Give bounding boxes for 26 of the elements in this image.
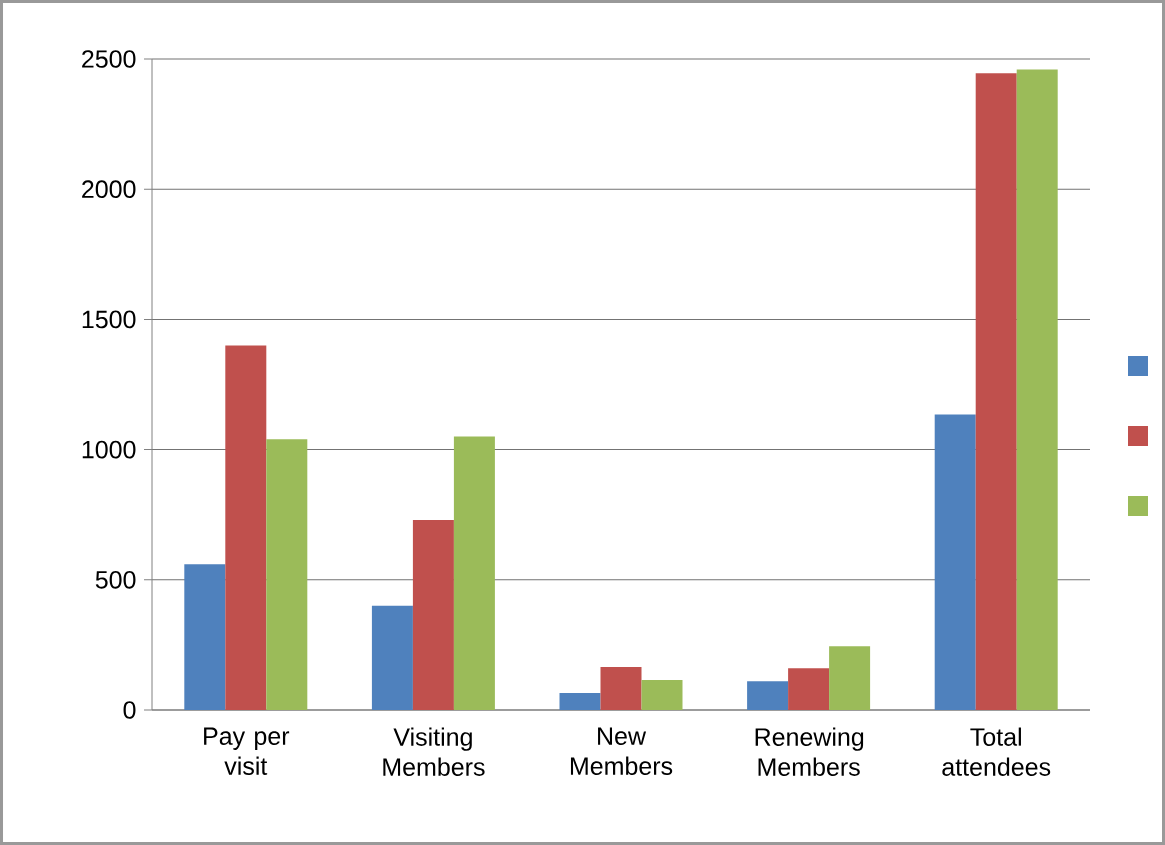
y-tick-label: 1000: [82, 440, 136, 459]
x-tick-label: Visiting Members: [383, 727, 485, 776]
y-tick-label: 1500: [82, 310, 136, 329]
bar: [600, 667, 642, 710]
y-tick-label: 0: [123, 701, 136, 719]
y-tick-label: 2500: [82, 50, 136, 68]
bar: [1016, 69, 1058, 710]
bar: [453, 436, 495, 710]
bar: [747, 681, 789, 710]
bar: [641, 680, 683, 710]
bar: [934, 414, 976, 710]
x-tick-label: Renewing Members: [755, 727, 864, 776]
bar: [412, 519, 454, 710]
bar: [788, 668, 830, 710]
bar: [184, 564, 226, 710]
bar: [266, 439, 308, 710]
y-tick-label: 500: [95, 570, 136, 589]
bar: [559, 693, 601, 710]
bar: [225, 345, 267, 710]
x-tick-label: Total attendees: [942, 727, 1051, 776]
bar: [829, 646, 871, 710]
bar: [975, 73, 1017, 710]
bar: [371, 605, 413, 710]
y-tick-label: 2000: [82, 180, 136, 199]
x-tick-label: Pay per visit: [204, 727, 290, 775]
x-tick-label: New Members: [570, 727, 673, 775]
